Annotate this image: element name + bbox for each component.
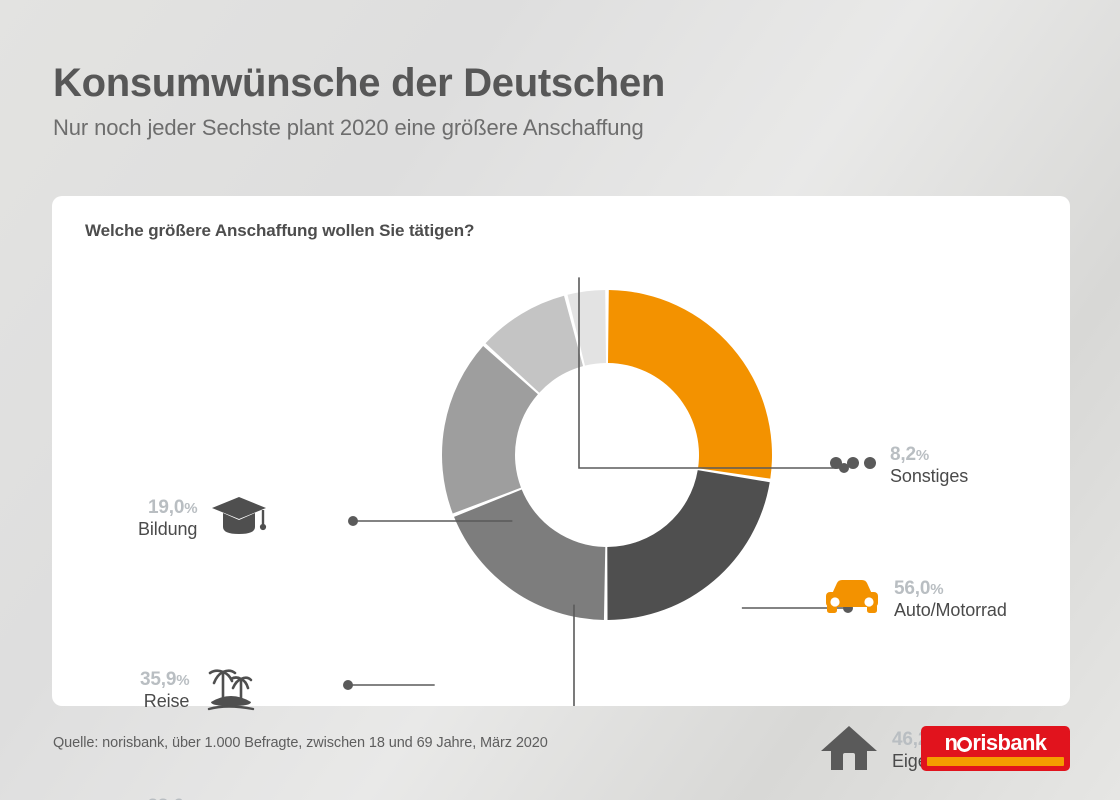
donut-slice-sonstiges[interactable] (567, 290, 606, 366)
legend-percent: 8,2% (890, 444, 929, 465)
logo-accent-bar (927, 757, 1064, 766)
chart-card: Welche größere Anschaffung wollen Sie tä… (52, 196, 1070, 800)
leader-dot (348, 516, 358, 526)
chart-question: Welche größere Anschaffung wollen Sie tä… (85, 221, 475, 240)
donut-slice-eigenheim[interactable] (607, 470, 770, 620)
logo-o-mark (957, 737, 973, 752)
three-dots-icon (830, 456, 876, 475)
page-subtitle: Nur noch jeder Sechste plant 2020 eine g… (53, 115, 644, 141)
legend-label: Auto/Motorrad (894, 600, 1007, 621)
page-title: Konsumwünsche der Deutschen (53, 61, 666, 105)
donut-slice-bildung[interactable] (485, 295, 584, 393)
norisbank-logo[interactable]: n risbank (921, 726, 1070, 771)
house-icon (820, 724, 878, 777)
graduation-cap-icon (211, 494, 269, 543)
donut-slice-auto-motorrad[interactable] (608, 290, 772, 479)
legend-label: Sonstiges (890, 466, 969, 487)
donut-chart-svg (343, 277, 853, 706)
legend-item-reise[interactable]: 35,9% Reise (140, 662, 259, 719)
legend-item-elektronische-geraete[interactable]: 38,6% elektronische Geräte (92, 796, 245, 800)
header: Konsumwünsche der Deutschen Nur noch jed… (53, 61, 1053, 141)
leader-dot (343, 680, 353, 690)
legend-item-auto-motorrad[interactable]: 56,0% Auto/Motorrad (824, 577, 1007, 622)
leader-line (573, 604, 575, 706)
leader-line (578, 277, 844, 469)
legend-label: Bildung (138, 519, 198, 540)
car-icon (824, 577, 880, 622)
legend-item-sonstiges[interactable]: 8,2% Sonstiges (830, 444, 968, 488)
legend-label: Reise (143, 691, 190, 712)
legend-percent: 35,9% (140, 668, 190, 690)
palm-island-icon (203, 662, 259, 719)
donut-slice-elektronische-ger-te[interactable] (454, 489, 606, 620)
legend-percent: 56,0% (894, 577, 944, 599)
legend-percent: 38,6% (92, 796, 197, 800)
donut-slices (442, 290, 772, 620)
donut-slice-reise[interactable] (442, 345, 538, 514)
legend-item-bildung[interactable]: 19,0% Bildung (138, 494, 269, 543)
source-note: Quelle: norisbank, über 1.000 Befragte, … (53, 735, 548, 751)
donut-chart-stage (52, 196, 1070, 706)
leader-lines (348, 277, 848, 706)
legend-percent: 19,0% (148, 496, 198, 518)
logo-wordmark: n risbank (944, 730, 1048, 755)
